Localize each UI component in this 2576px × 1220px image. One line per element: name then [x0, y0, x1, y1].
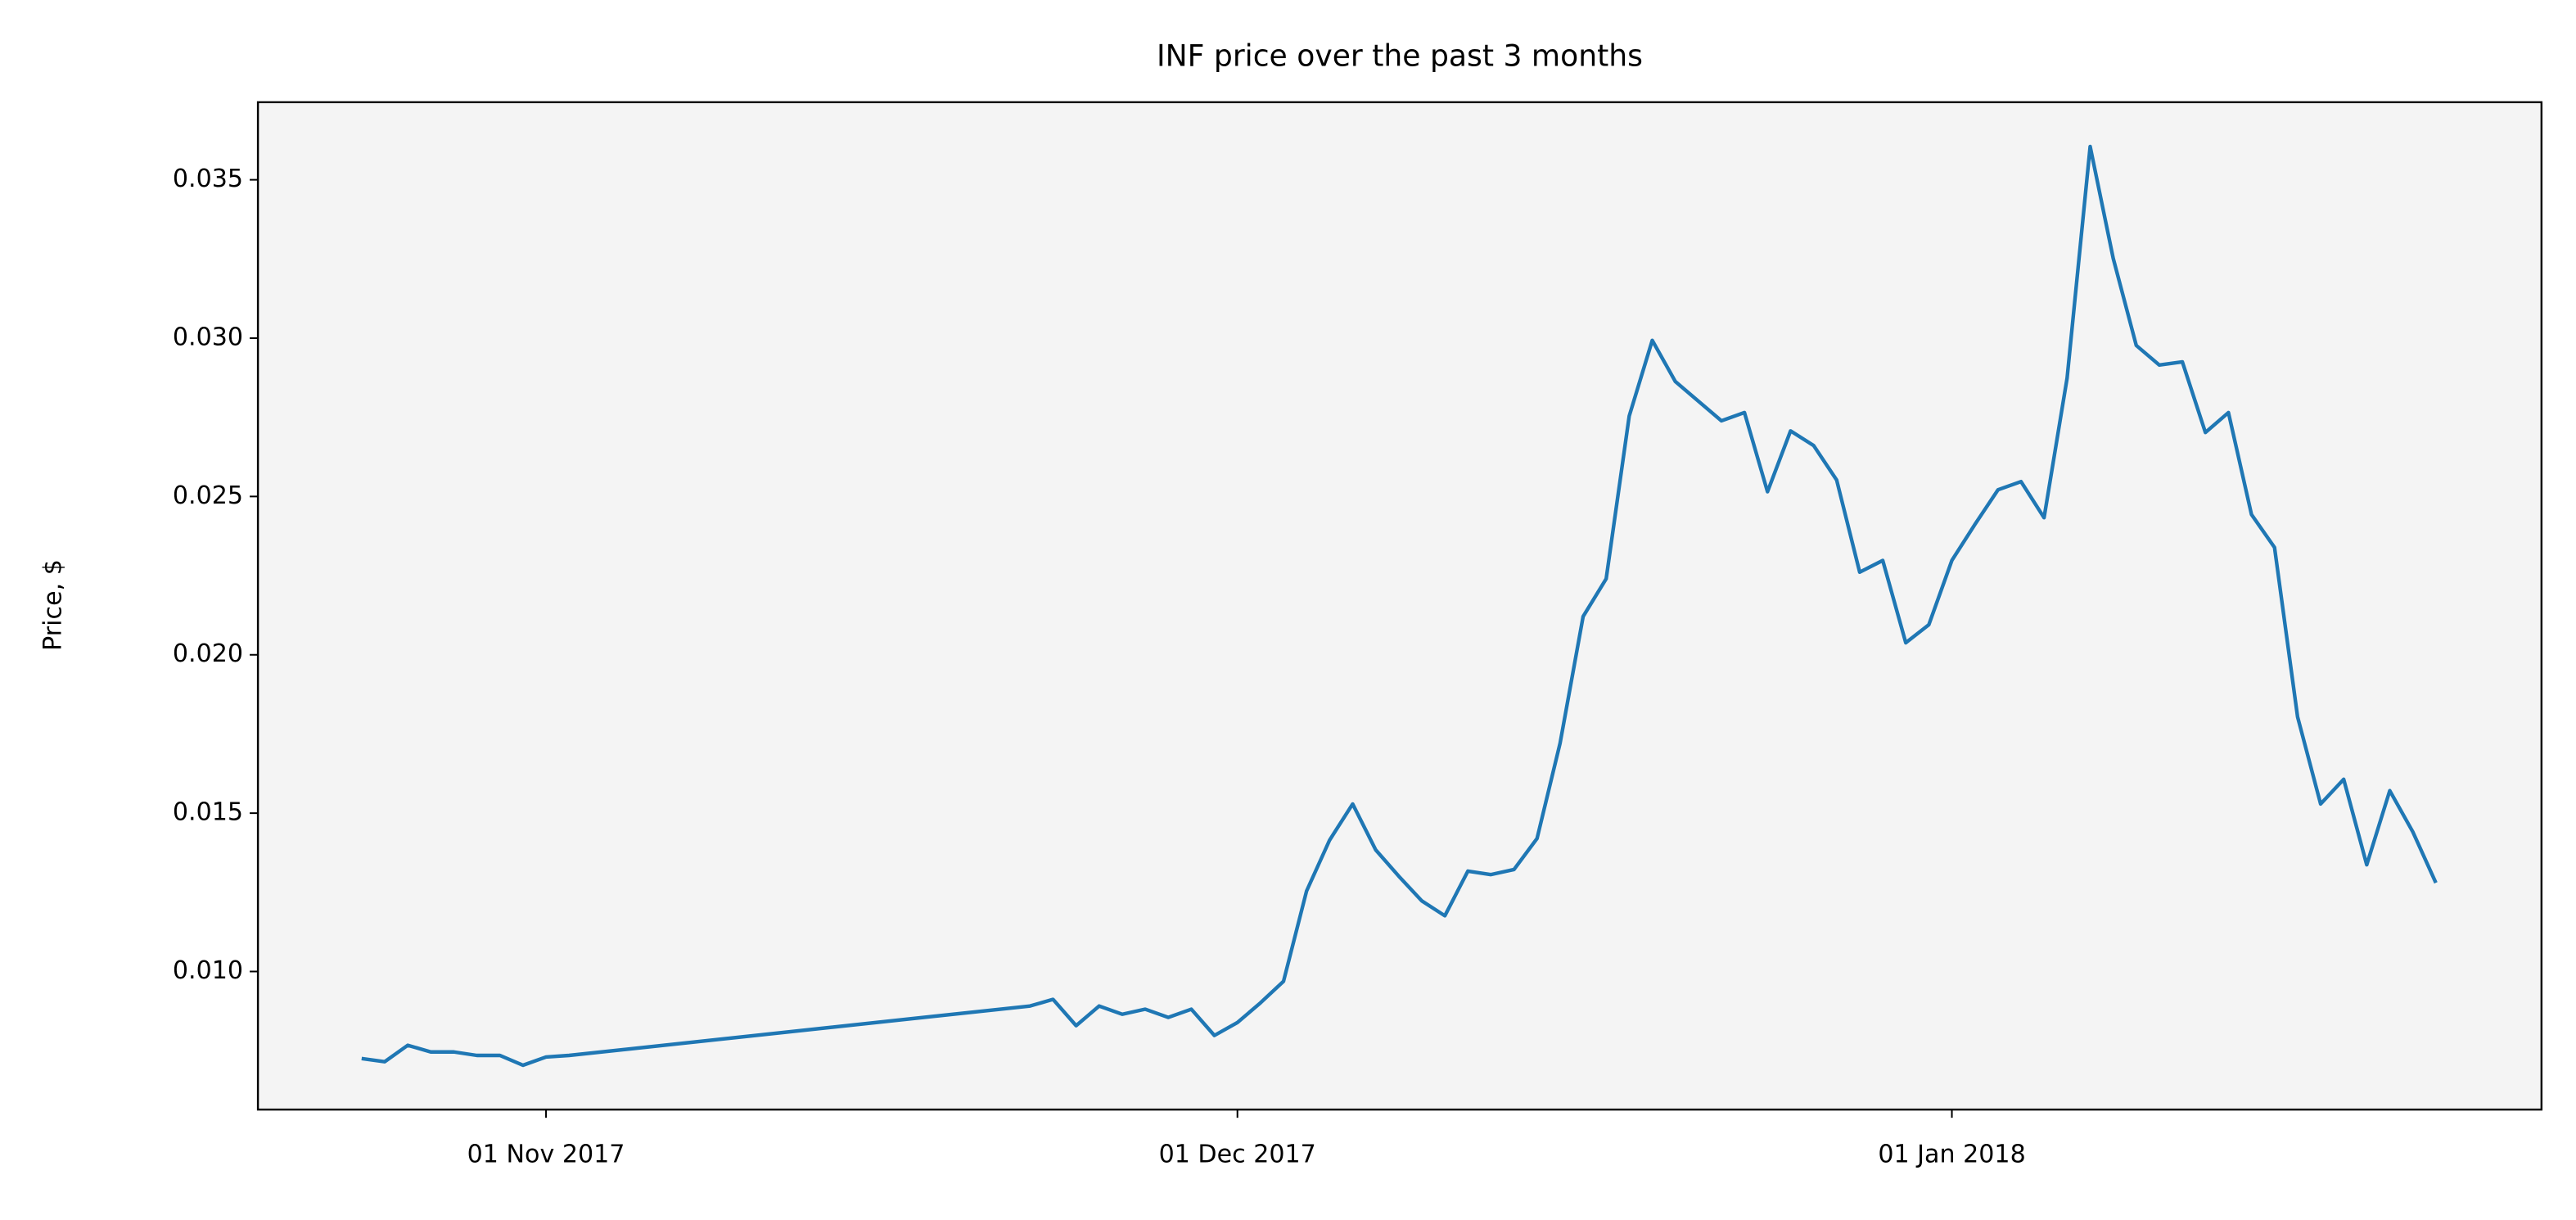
y-axis-label: Price, $ — [39, 559, 68, 651]
y-tick-label: 0.015 — [173, 798, 243, 827]
plot-frame — [256, 101, 2543, 1111]
plot: 0.010 0.015 0.020 0.025 0.030 0.035 01 Nov 201… — [173, 144, 2438, 1168]
y-tick-label: 0.025 — [173, 481, 243, 510]
x-tick-label: 01 Nov 2017 — [467, 1140, 625, 1168]
x-tick-label: 01 Dec 2017 — [1159, 1140, 1316, 1168]
price-line — [361, 144, 2438, 1068]
y-tick-label: 0.010 — [173, 956, 243, 985]
plot-area — [258, 102, 2542, 1110]
chart-title: INF price over the past 3 months — [1157, 38, 1643, 74]
y-tick-label: 0.030 — [173, 323, 243, 351]
x-tick-label: 01 Jan 2018 — [1878, 1140, 2025, 1168]
y-tick-label: 0.020 — [173, 639, 243, 668]
y-tick-label: 0.035 — [173, 165, 243, 193]
